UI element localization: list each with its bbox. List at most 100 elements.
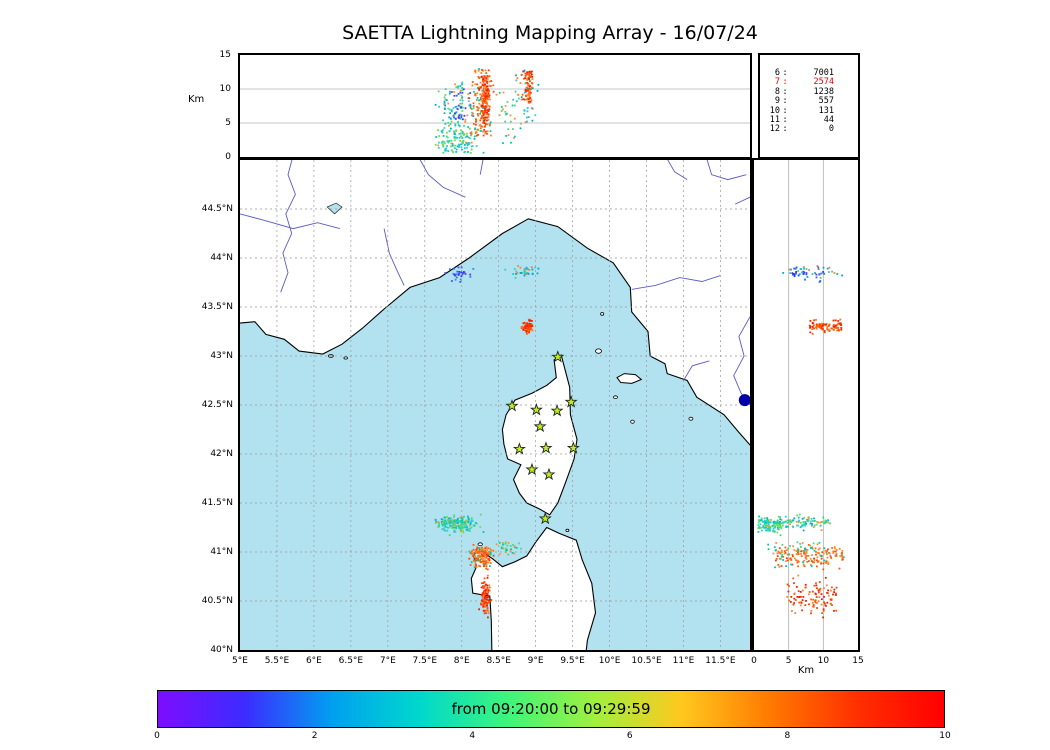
lightning-point <box>832 325 835 328</box>
lightning-point <box>802 561 804 564</box>
lightning-point <box>459 278 462 281</box>
lightning-point <box>788 268 791 271</box>
lightning-point <box>831 586 833 589</box>
lightning-point <box>531 323 533 326</box>
lightning-point <box>457 86 459 89</box>
lightning-point <box>813 584 816 587</box>
lightning-point <box>510 548 512 551</box>
lightning-point <box>822 616 824 619</box>
lightning-point <box>799 526 802 529</box>
lightning-point <box>478 564 480 567</box>
lightning-point <box>822 609 825 612</box>
lightning-point <box>795 520 798 523</box>
stats-row: 8: 1238 <box>760 87 858 97</box>
lightning-point <box>796 514 799 517</box>
river <box>683 360 710 381</box>
lightning-point <box>523 271 526 274</box>
lightning-point <box>450 519 453 522</box>
lightning-point <box>452 144 454 147</box>
lightning-point <box>453 113 456 116</box>
lightning-point <box>453 94 456 97</box>
lightning-point <box>492 84 495 87</box>
colorbar-tick-label: 0 <box>154 731 160 741</box>
lightning-point <box>520 74 523 76</box>
lightning-point <box>809 320 812 322</box>
lightning-point <box>483 612 486 615</box>
lightning-point <box>793 582 795 584</box>
lightning-point <box>823 601 825 604</box>
lightning-point <box>450 142 453 145</box>
lightning-point <box>513 552 515 555</box>
lightning-point <box>502 547 505 550</box>
lightning-point <box>764 525 767 528</box>
river <box>419 160 466 198</box>
lightning-point <box>481 89 484 92</box>
lightning-point <box>470 148 473 151</box>
lightning-point <box>805 523 807 525</box>
lightning-point <box>453 139 456 142</box>
lightning-point <box>486 108 489 111</box>
lightning-point <box>448 140 451 142</box>
lightning-point <box>537 267 540 270</box>
lightning-point <box>766 529 769 532</box>
lightning-point <box>779 524 781 526</box>
lightning-point <box>479 124 482 126</box>
lightning-point <box>481 555 484 558</box>
island <box>595 348 602 354</box>
lightning-point <box>792 603 795 606</box>
lightning-point <box>796 559 799 562</box>
lightning-point <box>438 135 441 137</box>
lightning-point <box>523 98 526 101</box>
lightning-point <box>478 554 481 557</box>
lightning-point <box>821 612 823 614</box>
lightning-point <box>437 144 440 147</box>
lightning-point <box>807 593 810 596</box>
lightning-point <box>476 549 479 552</box>
lightning-point <box>456 136 458 139</box>
lightning-point <box>521 93 524 96</box>
stats-count: 0 <box>828 124 834 135</box>
lightning-point <box>526 98 528 101</box>
lightning-point <box>806 520 809 523</box>
lon-tick-label: 9.5°E <box>560 656 585 666</box>
lightning-point <box>487 112 489 115</box>
lightning-point <box>449 117 452 120</box>
lightning-point <box>459 525 461 528</box>
lightning-point <box>761 529 763 532</box>
lightning-point <box>775 521 777 523</box>
lightning-point <box>461 130 464 133</box>
lightning-point <box>781 544 784 546</box>
lightning-point <box>461 273 464 276</box>
lightning-point <box>485 113 488 116</box>
lightning-point <box>454 144 456 147</box>
lightning-point <box>486 85 488 88</box>
lightning-point <box>476 551 479 554</box>
lightning-point <box>831 547 833 549</box>
lightning-point <box>486 94 489 96</box>
lightning-point <box>526 71 528 74</box>
lightning-point <box>466 526 468 529</box>
lightning-point <box>480 86 482 89</box>
colorbar-tick-label: 10 <box>939 731 951 741</box>
lightning-point <box>840 327 843 329</box>
lightning-point <box>775 558 778 560</box>
lightning-point <box>448 130 451 132</box>
lightning-point <box>484 83 486 86</box>
lightning-point <box>443 140 445 143</box>
lightning-point <box>814 547 817 550</box>
lightning-point <box>474 560 477 563</box>
lightning-point <box>479 96 482 99</box>
lightning-point <box>470 561 473 564</box>
lightning-point <box>442 143 444 146</box>
lightning-point <box>444 98 447 101</box>
lightning-point <box>460 132 462 135</box>
lightning-point <box>834 327 836 329</box>
lightning-point <box>511 104 514 107</box>
station-star <box>505 399 519 412</box>
lightning-point <box>810 612 812 615</box>
lightning-point <box>821 520 824 523</box>
river <box>631 275 721 290</box>
lightning-point <box>474 561 477 564</box>
lightning-point <box>825 560 828 563</box>
lightning-point <box>757 524 760 526</box>
